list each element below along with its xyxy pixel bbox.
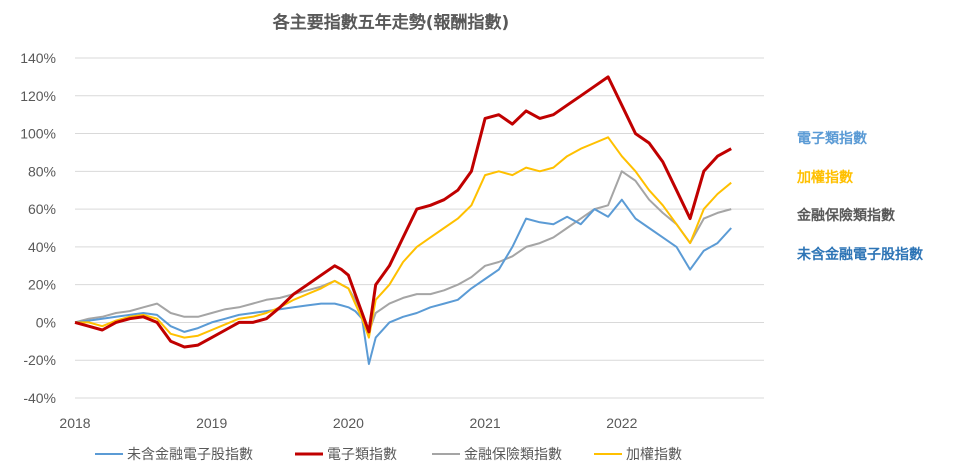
series-line [74,75,732,349]
legend-label: 加權指數 [626,447,682,463]
y-axis: 140% 120% 100% 80% 60% 40% 20% 0% -20% -40% [20,50,56,406]
legend-label: 金融保險類指數 [464,447,562,463]
series-end-label: 未含金融電子股指數 [797,246,923,263]
series-line [75,136,732,339]
y-tick-label: 20% [28,277,56,293]
legend-label: 電子類指數 [327,447,397,463]
y-tick-label: -20% [23,352,56,368]
x-tick-label: 2020 [333,415,364,431]
y-tick-label: 60% [28,201,56,217]
grid [75,57,764,399]
chart-title: 各主要指數五年走勢(報酬指數) [272,12,510,33]
x-axis: 2018 2019 2020 2021 2022 [59,415,637,431]
y-tick-label: -40% [23,390,56,406]
x-tick-label: 2019 [196,415,227,431]
x-tick-label: 2018 [59,415,90,431]
y-tick-label: 40% [28,239,56,255]
legend: 未含金融電子股指數 電子類指數 金融保險類指數 加權指數 [95,447,682,463]
y-tick-label: 140% [20,50,56,66]
x-tick-label: 2022 [606,415,637,431]
y-tick-label: 0% [36,314,56,330]
y-tick-label: 100% [20,126,56,142]
legend-label: 未含金融電子股指數 [127,447,253,463]
series-end-label: 金融保險類指數 [796,207,895,224]
series-line [74,170,732,333]
y-tick-label: 80% [28,163,56,179]
x-tick-label: 2021 [470,415,501,431]
series-line [74,198,732,365]
series-end-label: 加權指數 [796,169,853,186]
series-lines [74,75,732,365]
y-tick-label: 120% [20,88,56,104]
series-end-label: 電子類指數 [797,130,867,147]
